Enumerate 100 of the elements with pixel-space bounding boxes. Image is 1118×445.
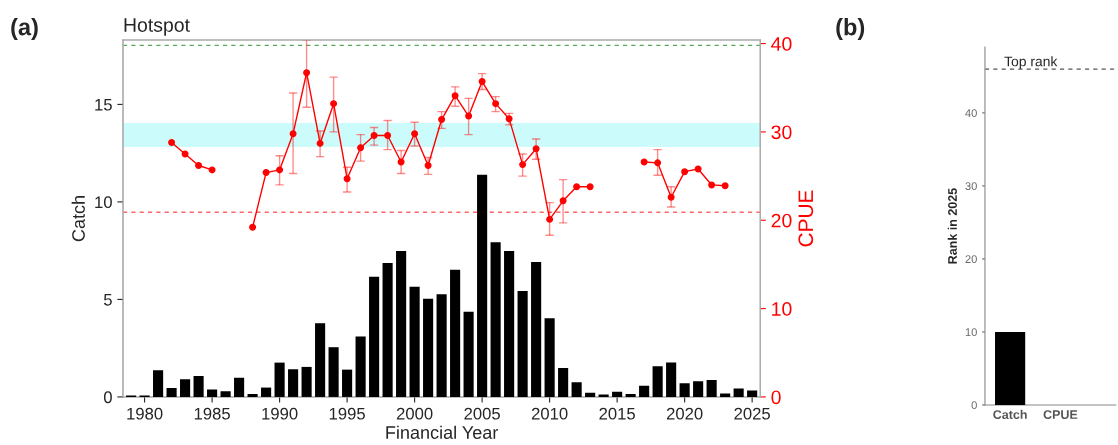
y-tick-label: 0 <box>971 401 977 410</box>
bar <box>747 390 758 397</box>
bar <box>261 387 272 397</box>
bar <box>220 391 231 397</box>
y-tick-label: 10 <box>95 196 112 209</box>
bar <box>450 269 461 397</box>
y-tick-label: 20 <box>965 255 977 264</box>
bar <box>180 379 191 397</box>
point <box>303 69 311 77</box>
y-axis-title: Catch <box>71 196 85 242</box>
y-tick-label: 30 <box>965 182 977 191</box>
bar <box>396 251 407 397</box>
point <box>654 159 662 167</box>
bar <box>652 366 663 397</box>
bar <box>733 388 744 397</box>
bar <box>571 382 582 397</box>
x-tick-label: 2025 <box>734 407 770 420</box>
point <box>721 182 729 190</box>
point <box>438 116 446 124</box>
bar <box>247 394 258 397</box>
bar <box>436 294 447 397</box>
x-tick-label: 2015 <box>599 407 635 420</box>
bar <box>625 394 636 397</box>
bar <box>166 387 177 397</box>
x-tick-label: 1985 <box>194 407 230 420</box>
y-tick-label: 40 <box>965 109 977 118</box>
bar <box>342 369 353 397</box>
y2-tick-label: 10 <box>772 302 792 316</box>
point <box>478 78 486 86</box>
bar <box>531 261 542 397</box>
ref-line-label: Top rank <box>1004 56 1058 70</box>
point <box>208 166 216 174</box>
point <box>289 130 297 138</box>
point <box>397 158 405 166</box>
point <box>559 197 567 205</box>
point <box>262 169 270 177</box>
bar <box>463 311 474 397</box>
bar <box>477 174 488 397</box>
point <box>424 162 432 169</box>
bar <box>639 385 650 397</box>
bar <box>490 242 501 397</box>
bar <box>423 298 434 397</box>
point <box>667 193 675 201</box>
x-tick-label: 2020 <box>666 407 703 420</box>
x-tick-label: 2005 <box>464 407 500 420</box>
y2-tick-label: 30 <box>771 125 792 140</box>
point <box>384 131 392 139</box>
y2-tick-label: 20 <box>771 213 792 228</box>
point <box>465 112 473 120</box>
point <box>343 175 351 183</box>
chart-title: Hotspot <box>124 18 190 36</box>
point <box>357 144 365 152</box>
bar <box>517 291 528 397</box>
y-tick-label: 15 <box>95 98 112 111</box>
point <box>330 100 338 108</box>
x-tick-label: Catch <box>993 409 1027 419</box>
point <box>451 92 459 100</box>
y2-tick-label: 40 <box>771 37 792 51</box>
x-tick-label: 1995 <box>329 407 365 420</box>
point <box>492 100 500 108</box>
point <box>276 166 284 174</box>
bar <box>666 362 677 397</box>
bar <box>544 318 555 397</box>
point <box>249 223 257 231</box>
point <box>370 131 378 139</box>
bar <box>193 375 204 397</box>
bar <box>706 379 717 397</box>
point <box>168 139 176 146</box>
bar <box>328 347 339 397</box>
text: (b) <box>836 18 865 41</box>
point <box>694 165 702 173</box>
bar <box>382 262 393 397</box>
x-tick-label: CPUE <box>1043 410 1078 419</box>
point <box>519 161 527 169</box>
x-axis-title: Financial Year <box>386 425 499 439</box>
point <box>573 183 581 191</box>
bar <box>315 323 326 397</box>
y2-axis-title: CPUE <box>798 190 814 247</box>
point <box>546 215 554 223</box>
y-tick-label: 5 <box>103 294 112 306</box>
bar <box>288 369 299 397</box>
point <box>640 158 648 166</box>
bar <box>693 381 704 397</box>
bar <box>274 362 285 397</box>
bar <box>558 367 569 397</box>
bar <box>612 391 623 397</box>
y-axis-title: Rank in 2025 <box>947 188 957 264</box>
bar <box>355 336 366 397</box>
bar <box>234 377 245 397</box>
x-tick-label: 2010 <box>531 407 568 420</box>
y2-tick-label: 0 <box>771 390 781 405</box>
text: (a) <box>11 18 38 41</box>
point <box>316 139 324 147</box>
point <box>708 181 716 189</box>
bar <box>679 383 690 397</box>
bar <box>585 392 596 397</box>
point <box>411 130 419 138</box>
point <box>532 145 540 153</box>
x-tick-label: 1980 <box>127 407 163 420</box>
bar <box>504 251 515 397</box>
